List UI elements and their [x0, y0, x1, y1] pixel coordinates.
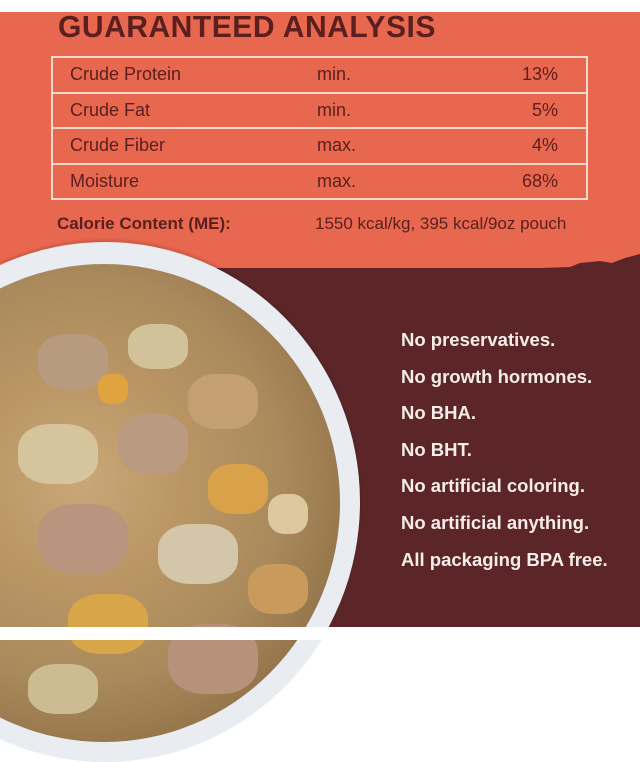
claim-item: No BHA. [401, 402, 477, 424]
table-row: Crude Fiber max. 4% [53, 127, 586, 163]
page-title: GUARANTEED ANALYSIS [58, 12, 436, 44]
claim-item: No BHT. [401, 438, 472, 460]
nutrient-qualifier: min. [317, 99, 352, 120]
bottom-margin [0, 627, 640, 640]
nutrient-value: 13% [521, 64, 558, 85]
calorie-value: 1550 kcal/kg, 395 kcal/9oz pouch [315, 214, 567, 233]
nutrient-value: 4% [531, 135, 558, 156]
nutrient-name: Crude Protein [70, 64, 182, 85]
table-row: Moisture max. 68% [53, 162, 586, 199]
claim-item: No growth hormones. [401, 365, 593, 387]
nutrient-name: Crude Fat [70, 99, 151, 120]
calorie-label: Calorie Content (ME): [57, 214, 231, 233]
nutrient-qualifier: min. [317, 64, 352, 85]
claim-item: No preservatives. [401, 329, 556, 350]
table-row: Crude Protein min. 13% [53, 58, 586, 92]
wet-food [0, 264, 340, 742]
nutrient-name: Crude Fiber [70, 135, 166, 156]
nutrient-qualifier: max. [317, 135, 357, 156]
claims-list: No preservatives. No growth hormones. No… [401, 322, 608, 578]
nutrient-qualifier: max. [317, 170, 357, 191]
guaranteed-analysis-table: Crude Protein min. 13% Crude Fat min. 5%… [51, 56, 588, 200]
claim-item: All packaging BPA free. [401, 548, 608, 570]
nutrient-value: 5% [531, 99, 558, 120]
table-row: Crude Fat min. 5% [53, 91, 586, 128]
nutrient-value: 68% [521, 170, 558, 191]
claim-item: No artificial coloring. [401, 475, 585, 497]
calorie-content: Calorie Content (ME): 1550 kcal/kg, 395 … [57, 214, 566, 234]
claim-item: No artificial anything. [401, 511, 590, 533]
nutrient-name: Moisture [70, 170, 140, 191]
